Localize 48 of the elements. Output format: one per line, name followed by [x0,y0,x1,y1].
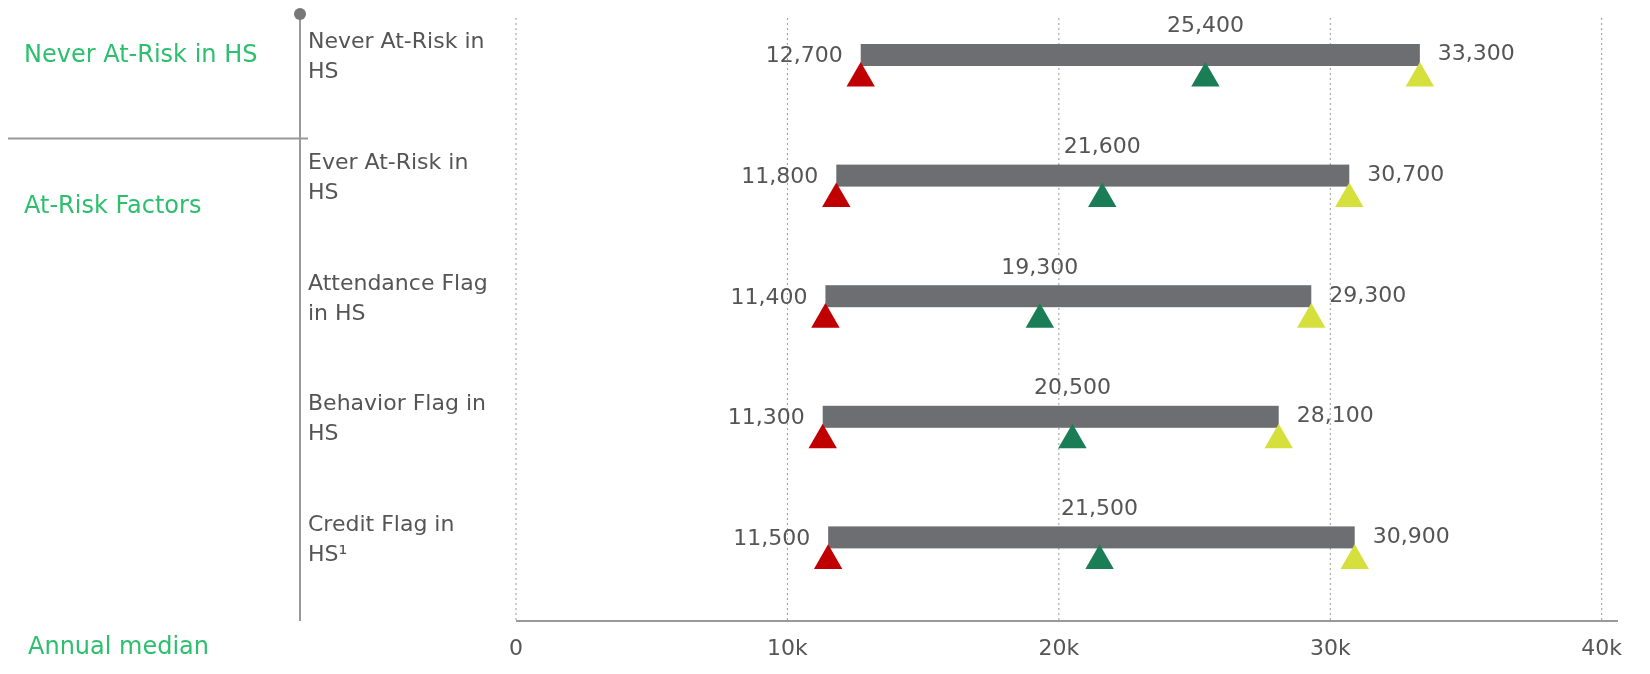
point [1264,423,1293,449]
data-label: 25,400 [1166,12,1244,38]
data-label: 21,500 [1061,494,1139,520]
data-label: 30,900 [1372,522,1450,548]
data-label: 33,300 [1437,40,1515,66]
point [1085,544,1114,569]
point [1297,303,1326,328]
y-tick-label: Never At-Risk in HS [308,28,485,84]
bar [860,44,1420,66]
data-label: 11,300 [727,404,805,430]
data-label: 12,700 [765,42,843,68]
x-tick-label: 30k [1309,634,1351,660]
text: At-Risk Factors [24,189,203,221]
point [1335,182,1364,208]
y-tick-label: Credit Flag in HS¹ [308,510,455,566]
point [822,182,851,208]
data-label: 28,100 [1296,402,1374,428]
x-axis-title: Annual median [28,632,210,660]
bar [828,526,1355,549]
point [808,423,837,449]
bar [822,405,1279,428]
data-label: 19,300 [1001,253,1079,279]
data-label: 11,400 [730,283,808,309]
data-label: 11,800 [741,162,819,188]
point [1405,61,1435,87]
bar [825,285,1312,308]
x-tick-label: 20k [1038,634,1080,660]
point [1340,544,1369,569]
y-tick-label: Attendance Flag in HS [308,269,488,325]
point [1058,423,1087,449]
point [1025,303,1055,328]
point [846,61,875,87]
text: Never At-Risk in HS [24,39,259,70]
data-label: 11,500 [733,524,811,550]
point [1191,61,1220,87]
y-tick-label: Behavior Flag in HS [308,390,486,446]
bar [836,164,1350,187]
data-label: 21,600 [1063,132,1141,158]
data-label: 30,700 [1367,160,1445,186]
point [811,303,840,328]
x-tick-label: 10k [767,634,809,660]
x-tick-label: 0 [509,634,523,660]
x-tick-label: 40k [1581,634,1623,660]
point [1088,182,1117,208]
y-tick-label: Ever At-Risk in HS [308,148,469,204]
data-label: 20,500 [1033,374,1111,400]
data-label: 29,300 [1329,281,1407,307]
point [813,544,843,569]
